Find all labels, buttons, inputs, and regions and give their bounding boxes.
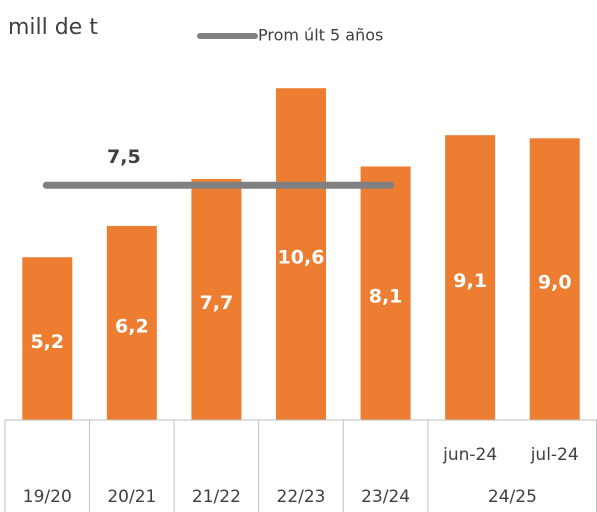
value-label: 8,1 [369,286,403,308]
x-tick-label: jun-24 [442,445,497,465]
x-tick-label: 21/22 [192,487,241,507]
bar [106,225,157,420]
reference-label: 7,5 [107,146,141,168]
bar [22,257,73,420]
y-axis-label: mill de t [8,15,98,40]
bar [445,135,496,421]
value-label: 5,2 [30,331,64,353]
x-tick-label: jul-24 [530,445,579,465]
bar [191,178,242,420]
value-label: 7,7 [200,292,234,314]
bar [360,166,411,420]
group-label: 24/25 [488,487,537,507]
bar [276,88,326,420]
x-tick-label: 23/24 [361,487,410,507]
bar [529,138,580,421]
value-label: 9,0 [538,272,572,294]
x-tick-label: 20/21 [107,487,156,507]
legend-label: Prom últ 5 años [258,26,383,45]
value-label: 10,6 [278,247,325,269]
value-label: 6,2 [115,315,149,337]
value-label: 9,1 [453,270,487,292]
x-tick-label: 22/23 [277,487,326,507]
x-tick-label: 19/20 [23,487,72,507]
